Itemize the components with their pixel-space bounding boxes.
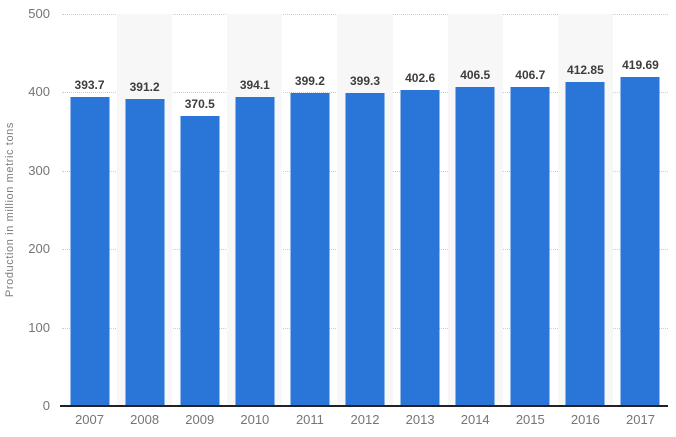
bar-2016[interactable] [565, 82, 605, 406]
bar-2013[interactable] [400, 90, 440, 406]
column-2011: 399.2 [282, 14, 337, 406]
column-2017: 419.69 [613, 14, 668, 406]
column-2013: 402.6 [393, 14, 448, 406]
x-tick-label-2017: 2017 [626, 412, 655, 427]
plot-area: 393.7 391.2 370.5 394.1 399.2 399.3 402.6 406.5… [62, 14, 668, 406]
x-tick-label-2012: 2012 [350, 412, 380, 427]
column-2010: 394.1 [227, 14, 283, 406]
y-tick-label-400: 400 [28, 84, 50, 100]
bar-2014[interactable] [455, 87, 495, 406]
x-tick-label-2007: 2007 [75, 412, 104, 427]
y-axis-title: Production in million metric tons [4, 122, 16, 298]
bar-columns: 393.7 391.2 370.5 394.1 399.2 399.3 402.6 406.5… [62, 14, 668, 406]
bar-2017[interactable] [620, 76, 660, 406]
value-label-2007: 393.7 [74, 78, 105, 93]
value-label-2016: 412.85 [567, 63, 604, 78]
bar-2012[interactable] [345, 92, 385, 406]
value-label-2011: 399.2 [294, 74, 325, 89]
column-2007: 393.7 [62, 14, 117, 406]
x-tick-label-2015: 2015 [515, 412, 545, 427]
x-tick-label-2011: 2011 [295, 412, 324, 427]
bar-2011[interactable] [290, 93, 330, 406]
column-2016: 412.85 [557, 14, 613, 406]
y-tick-label-200: 200 [28, 241, 50, 257]
value-label-2015: 406.7 [515, 68, 546, 83]
bar-2009[interactable] [180, 115, 220, 406]
x-axis-line [60, 405, 668, 407]
x-tick-label-2008: 2008 [130, 412, 160, 427]
value-label-2009: 370.5 [184, 96, 215, 111]
value-label-2013: 402.6 [405, 71, 436, 86]
value-label-2017: 419.69 [622, 57, 659, 72]
x-tick-label-2010: 2010 [240, 412, 270, 427]
y-tick-label-300: 300 [28, 162, 50, 178]
value-label-2012: 399.3 [350, 73, 381, 88]
column-2009: 370.5 [172, 14, 227, 406]
x-tick-label-2014: 2014 [460, 412, 490, 427]
x-tick-label-2013: 2013 [405, 412, 435, 427]
bar-2007[interactable] [70, 97, 110, 406]
y-axis-title-wrap: Production in million metric tons [4, 14, 16, 406]
bar-2008[interactable] [125, 99, 165, 406]
bar-2015[interactable] [510, 87, 550, 406]
column-2008: 391.2 [117, 14, 173, 406]
value-label-2010: 394.1 [239, 78, 270, 93]
y-tick-label-500: 500 [28, 6, 50, 21]
value-label-2014: 406.5 [460, 68, 491, 83]
x-tick-label-2009: 2009 [185, 412, 215, 427]
bar-2010[interactable] [235, 97, 275, 406]
column-2012: 399.3 [337, 14, 393, 406]
column-2015: 406.7 [503, 14, 558, 406]
y-tick-label-100: 100 [28, 319, 50, 335]
x-axis-labels: 2007 2008 2009 2010 2011 2012 2013 2014 2015 2016… [62, 412, 668, 427]
x-tick-label-2016: 2016 [570, 412, 600, 427]
y-tick-label-0: 0 [42, 398, 50, 413]
value-label-2008: 391.2 [129, 80, 160, 95]
column-2014: 406.5 [447, 14, 503, 406]
